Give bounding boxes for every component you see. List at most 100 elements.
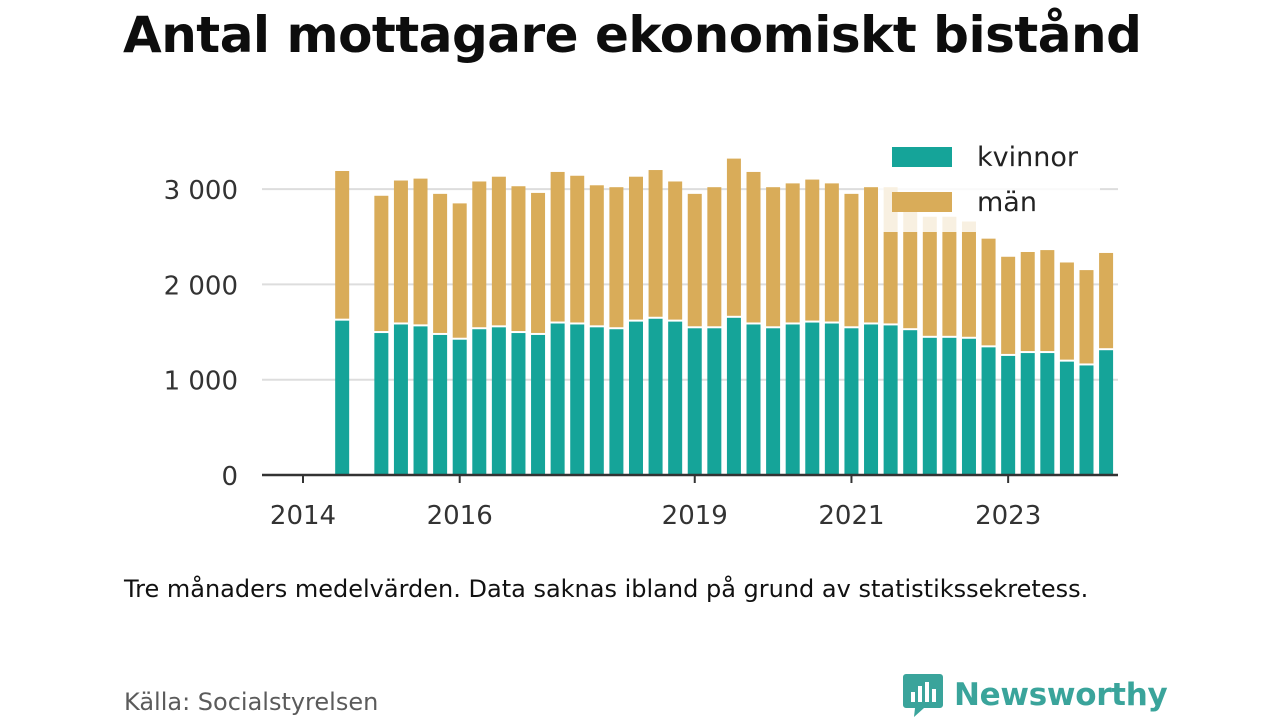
legend-swatch-kvinnor xyxy=(892,147,952,167)
x-tick-label: 2014 xyxy=(270,501,336,531)
bar-man xyxy=(374,195,389,332)
bar-man xyxy=(746,171,761,323)
bar-man xyxy=(961,221,976,337)
bar-kvinnor xyxy=(628,321,643,475)
legend: kvinnor män xyxy=(878,132,1100,232)
bar-kvinnor xyxy=(844,328,859,475)
bar-kvinnor xyxy=(1020,353,1035,475)
bar-kvinnor xyxy=(648,318,663,475)
bar-man xyxy=(570,175,585,323)
newsworthy-logo[interactable]: Newsworthy xyxy=(902,672,1168,718)
bar-man xyxy=(785,183,800,323)
bar-man xyxy=(393,180,408,323)
bar-kvinnor xyxy=(374,333,389,475)
bar-man xyxy=(511,186,526,332)
source-note: Källa: Socialstyrelsen xyxy=(124,688,379,716)
chart-title: Antal mottagare ekonomiskt bistånd xyxy=(123,6,1142,64)
bar-man xyxy=(1040,250,1055,352)
bar-kvinnor xyxy=(1099,350,1114,475)
bar-kvinnor xyxy=(511,333,526,475)
bar-man xyxy=(472,181,487,328)
bar-man xyxy=(844,193,859,327)
chart-caption: Tre månaders medelvärden. Data saknas ib… xyxy=(124,575,1089,603)
legend-swatch-man xyxy=(892,192,952,212)
bar-man xyxy=(589,185,604,326)
bar-man xyxy=(903,205,918,329)
bar-kvinnor xyxy=(452,339,467,475)
stacked-bar-chart: 0 1 000 2 000 3 000 2014 2016 2019 2021 2023 kvi… xyxy=(163,132,1118,531)
bar-man xyxy=(766,187,781,327)
legend-label-man: män xyxy=(977,187,1037,218)
bar-man xyxy=(922,216,937,336)
x-tick-label: 2016 xyxy=(427,501,493,531)
bar-man xyxy=(452,203,467,338)
bar-kvinnor xyxy=(1059,361,1074,475)
bar-kvinnor xyxy=(942,337,957,475)
bar-kvinnor xyxy=(687,328,702,475)
bar-kvinnor xyxy=(472,329,487,475)
bar-man xyxy=(1079,270,1094,364)
bar-man xyxy=(335,170,350,319)
bar-man xyxy=(864,187,879,323)
bar-man xyxy=(805,179,820,321)
bar-kvinnor xyxy=(903,330,918,475)
y-tick-label: 3 000 xyxy=(164,176,238,206)
bar-kvinnor xyxy=(393,324,408,475)
bar-man xyxy=(1099,252,1114,349)
bar-man xyxy=(942,216,957,336)
bar-chart-speech-bubble-icon xyxy=(903,674,943,717)
bar-kvinnor xyxy=(1001,355,1016,475)
bar-man xyxy=(824,183,839,322)
bar-kvinnor xyxy=(961,338,976,475)
bar-man xyxy=(413,178,428,325)
brand-name: Newsworthy xyxy=(954,677,1168,713)
bar-kvinnor xyxy=(981,347,996,475)
bar-kvinnor xyxy=(413,326,428,475)
bar-man xyxy=(433,193,448,333)
bar-man xyxy=(707,187,722,327)
bar-man xyxy=(1059,262,1074,360)
bar-man xyxy=(981,238,996,346)
bar-kvinnor xyxy=(433,334,448,475)
y-tick-label: 2 000 xyxy=(164,271,238,301)
bar-man xyxy=(687,193,702,327)
bar-kvinnor xyxy=(1040,353,1055,475)
bar-man xyxy=(531,192,546,333)
axes: 0 1 000 2 000 3 000 2014 2016 2019 2021 2023 xyxy=(164,176,1118,531)
bar-kvinnor xyxy=(824,323,839,475)
bar-man xyxy=(550,171,565,322)
bar-kvinnor xyxy=(766,328,781,475)
bar-kvinnor xyxy=(531,334,546,475)
bar-series xyxy=(335,158,1114,475)
bar-kvinnor xyxy=(335,320,350,475)
bar-kvinnor xyxy=(550,323,565,475)
bar-kvinnor xyxy=(491,327,506,475)
bar-kvinnor xyxy=(1079,365,1094,475)
bar-kvinnor xyxy=(589,327,604,475)
bar-kvinnor xyxy=(726,317,741,475)
bar-man xyxy=(609,187,624,328)
bar-man xyxy=(648,170,663,317)
x-tick-label: 2021 xyxy=(818,501,884,531)
bar-man xyxy=(668,181,683,320)
bar-man xyxy=(1001,256,1016,354)
bar-man xyxy=(628,176,643,320)
bar-kvinnor xyxy=(883,325,898,475)
bar-kvinnor xyxy=(746,324,761,475)
y-tick-label: 0 xyxy=(221,462,238,492)
x-tick-label: 2023 xyxy=(975,501,1041,531)
bar-man xyxy=(491,176,506,326)
bar-kvinnor xyxy=(668,321,683,475)
bar-kvinnor xyxy=(922,337,937,475)
bar-kvinnor xyxy=(707,328,722,475)
legend-label-kvinnor: kvinnor xyxy=(977,142,1079,173)
bar-man xyxy=(726,158,741,316)
x-tick-label: 2019 xyxy=(662,501,728,531)
bar-man xyxy=(1020,251,1035,352)
bar-kvinnor xyxy=(805,322,820,475)
bar-kvinnor xyxy=(864,324,879,475)
y-tick-label: 1 000 xyxy=(164,367,238,397)
bar-kvinnor xyxy=(785,324,800,475)
bar-kvinnor xyxy=(609,329,624,475)
bar-kvinnor xyxy=(570,324,585,475)
